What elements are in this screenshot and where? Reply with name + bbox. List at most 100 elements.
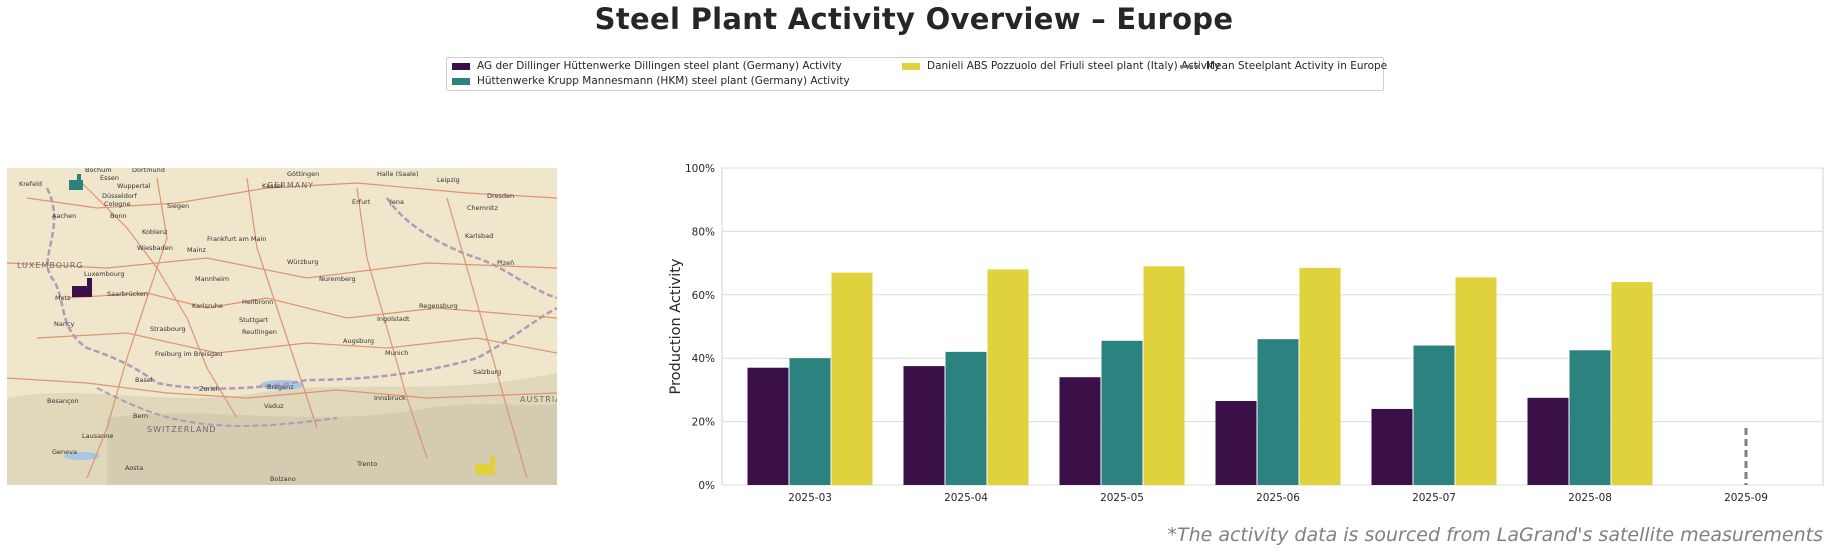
legend-swatch-hkm [452, 77, 470, 85]
x-tick-label: 2025-05 [1100, 492, 1144, 504]
map-label: Mainz [187, 246, 207, 254]
chart-legend: AG der Dillinger Hüttenwerke Dillingen s… [446, 57, 1387, 91]
map-label: Bregenz [267, 383, 294, 391]
bar-hkm [789, 358, 831, 485]
map-label: Heilbronn [242, 298, 273, 306]
x-tick-label: 2025-08 [1568, 492, 1612, 504]
x-tick-label: 2025-07 [1412, 492, 1456, 504]
map-label: Düsseldorf [102, 192, 137, 200]
map-label: Aachen [52, 212, 76, 220]
x-tick-label: 2025-03 [788, 492, 832, 504]
map-label: GERMANY [267, 181, 314, 190]
map-label: Aosta [125, 464, 143, 472]
map-label: Augsburg [343, 337, 374, 345]
y-axis-label: Production Activity [668, 258, 684, 394]
bar-danieli [1455, 277, 1497, 485]
map-label: Lausanne [82, 432, 113, 440]
map-label: AUSTRIA [520, 395, 557, 404]
y-tick-label: 80% [692, 226, 715, 238]
x-tick-label: 2025-09 [1724, 492, 1768, 504]
map-canvas: Göttingen Halle (Saale) GERMANY Leipzig Kass… [7, 168, 557, 485]
legend-item-hkm: Hüttenwerke Krupp Mannesmann (HKM) steel… [452, 75, 850, 87]
map-label: Wuppertal [117, 182, 151, 190]
map-label: Karlsruhe [192, 302, 223, 310]
legend-label-mean: Mean Steelplant Activity in Europe [1206, 60, 1388, 72]
bar-dillinger [903, 366, 945, 485]
bar-hkm [1257, 339, 1299, 485]
x-tick-label: 2025-04 [944, 492, 988, 504]
map-label: Kassel [262, 182, 283, 190]
legend-swatch-dillinger [452, 62, 470, 70]
y-tick-label: 0% [698, 480, 715, 492]
map-label: Metz [55, 294, 71, 302]
map-label: Halle (Saale) [377, 170, 419, 178]
map-label: Bochum [85, 168, 112, 174]
legend-item-dillinger: AG der Dillinger Hüttenwerke Dillingen s… [452, 60, 842, 72]
map-label: Reutlingen [242, 328, 277, 336]
footnote: *The activity data is sourced from LaGra… [1167, 524, 1823, 546]
y-tick-label: 40% [692, 353, 715, 365]
map-label: Plzeň [497, 259, 514, 267]
bar-danieli [1611, 282, 1653, 485]
map-label: Dortmund [132, 168, 165, 174]
bar-dillinger [747, 367, 789, 485]
legend-label-hkm: Hüttenwerke Krupp Mannesmann (HKM) steel… [477, 75, 850, 87]
bar-hkm [1101, 340, 1143, 485]
map-label: Geneva [52, 448, 77, 456]
bar-hkm [1569, 350, 1611, 485]
map-label: Saarbrücken [107, 290, 148, 298]
bar-hkm [945, 351, 987, 485]
map-label: Salzburg [473, 368, 501, 376]
legend-label-danieli: Danieli ABS Pozzuolo del Friuli steel pl… [927, 60, 1221, 72]
map-label: Mannheim [195, 275, 229, 283]
bar-dillinger [1527, 397, 1569, 485]
map-label: Jena [389, 198, 404, 206]
map-label: Regensburg [419, 302, 458, 310]
chart-title: Steel Plant Activity Overview – Europe [594, 2, 1234, 36]
map-label: Vaduz [264, 402, 284, 410]
legend-label-dillinger: AG der Dillinger Hüttenwerke Dillingen s… [477, 60, 842, 72]
map-label: Leipzig [437, 176, 460, 184]
y-tick-label: 100% [685, 163, 715, 175]
map-label: Trento [356, 460, 377, 468]
bar-danieli [831, 272, 873, 485]
danieli-plant-marker [475, 456, 495, 475]
map-label: Frankfurt am Main [207, 235, 266, 243]
bar-dillinger [1215, 400, 1257, 485]
map-label: Nuremberg [319, 275, 356, 283]
x-tick-label: 2025-06 [1256, 492, 1300, 504]
map-label: Basel [135, 376, 153, 384]
legend-item-mean: Mean Steelplant Activity in Europe [1180, 60, 1387, 72]
bar-hkm [1413, 345, 1455, 485]
map-label: Luxembourg [84, 270, 125, 278]
map-label: Karlsbad [465, 232, 493, 240]
map-label: Chemnitz [467, 204, 498, 212]
map-label: Bolzano [270, 475, 296, 483]
map-label: LUXEMBOURG [17, 261, 84, 270]
map-label: Krefeld [19, 180, 42, 188]
map-label: Wiesbaden [137, 244, 173, 252]
map-label: Bonn [110, 212, 127, 220]
map-label: SWITZERLAND [147, 425, 217, 434]
hkm-plant-marker [69, 174, 83, 190]
map-label: Koblenz [142, 228, 168, 236]
map-label: Cologne [104, 200, 131, 208]
map-label: Dresden [487, 192, 514, 200]
dillinger-plant-marker [72, 278, 92, 297]
map-label: Stuttgart [239, 316, 269, 324]
map-label: Nancy [54, 320, 75, 328]
legend-swatch-danieli [902, 62, 920, 70]
map-label: Innsbruck [374, 394, 406, 402]
map-label: Göttingen [287, 170, 319, 178]
map-label: Erfurt [352, 198, 371, 206]
bar-danieli [1143, 266, 1185, 485]
map-label: Zurich [199, 385, 220, 393]
y-tick-label: 20% [692, 417, 715, 429]
map-label: Siegen [167, 202, 189, 210]
map-label: Freiburg im Breisgau [155, 350, 222, 358]
map-label: Munich [385, 349, 408, 357]
map-label: Besançon [47, 397, 79, 405]
bar-danieli [1299, 267, 1341, 485]
map-label: Würzburg [287, 258, 318, 266]
